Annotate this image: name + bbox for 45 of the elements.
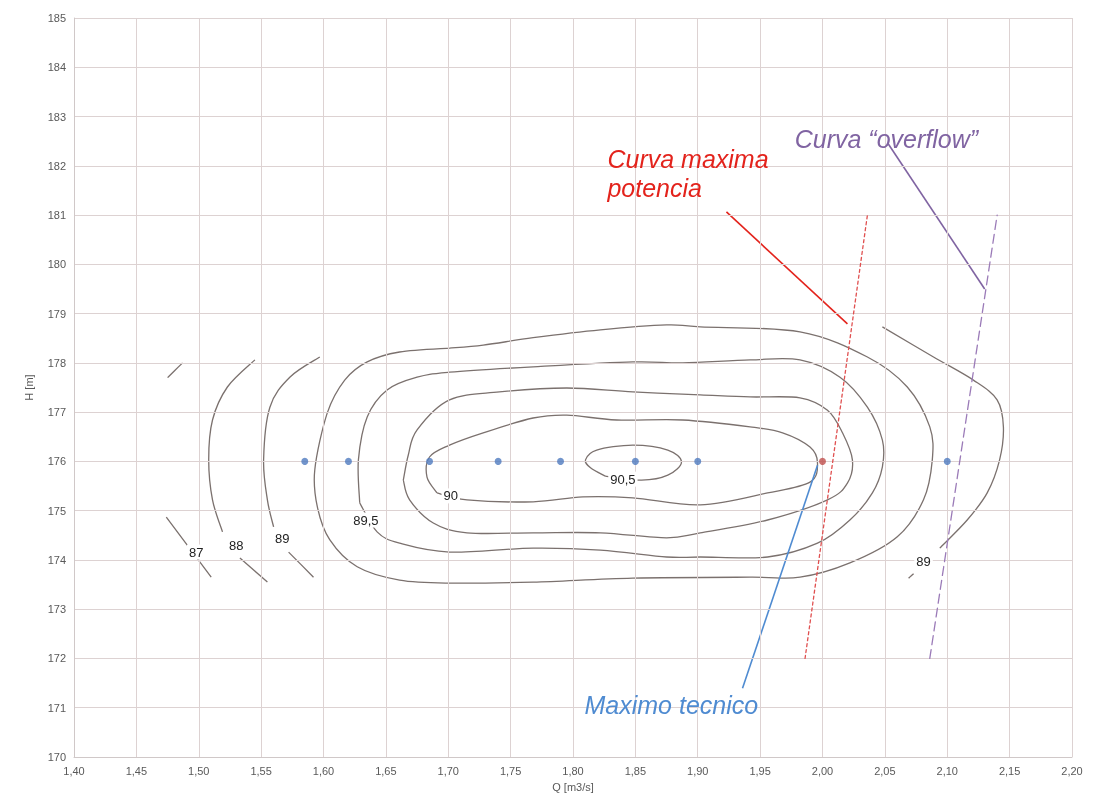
x-tick-label: 1,55	[250, 764, 272, 777]
y-tick-label: 172	[47, 652, 66, 665]
x-axis-title: Q [m3/s]	[552, 780, 594, 793]
x-tick-label: 1,85	[624, 764, 647, 777]
y-tick-label: 173	[47, 603, 66, 616]
y-tick-label: 178	[47, 356, 66, 369]
annotation: 90,5	[610, 471, 636, 487]
y-tick-label: 171	[47, 701, 66, 714]
y-axis-title: H [m]	[22, 374, 35, 401]
y-tick-label: 179	[47, 307, 66, 320]
x-tick-label: 1,70	[437, 764, 459, 777]
annotation: 90	[443, 488, 458, 504]
annotation: Curva maxima potencia	[606, 145, 776, 203]
y-tick-label: 185	[47, 12, 66, 24]
x-tick-label: 1,95	[749, 764, 771, 777]
annotation: 89,5	[353, 512, 379, 528]
annotation: 87	[189, 544, 204, 560]
y-tick-label: 170	[47, 751, 66, 763]
x-tick-label: 1,80	[562, 764, 584, 777]
y-tick-label: 182	[47, 159, 66, 172]
x-tick-label: 2,00	[811, 764, 834, 777]
x-tick-label: 1,60	[312, 764, 335, 777]
x-tick-label: 1,50	[188, 764, 210, 777]
x-tick-label: 2,15	[998, 764, 1021, 777]
x-tick-label: 1,65	[375, 764, 397, 777]
y-tick-label: 180	[47, 258, 66, 271]
x-tick-label: 1,90	[687, 764, 709, 777]
x-tick-label: 2,05	[874, 764, 896, 777]
y-tick-label: 177	[47, 406, 66, 419]
y-tick-label: 184	[47, 61, 66, 74]
y-tick-label: 176	[47, 455, 66, 468]
y-tick-label: 183	[47, 110, 66, 123]
annotation: 89	[916, 554, 931, 570]
annotation: 88	[228, 537, 244, 553]
x-tick-label: 1,45	[125, 764, 148, 777]
y-tick-label: 181	[47, 209, 66, 222]
x-tick-label: 1,40	[63, 764, 85, 777]
x-tick-label: 2,10	[936, 764, 958, 777]
x-tick-label: 1,75	[499, 764, 522, 777]
y-tick-label: 175	[47, 504, 66, 517]
annotation: Curva “overflow”	[794, 125, 980, 154]
annotation: 89	[275, 531, 290, 547]
x-tick-label: 2,20	[1061, 764, 1083, 777]
y-tick-label: 174	[47, 553, 66, 566]
annotation: Maximo tecnico	[584, 690, 759, 719]
